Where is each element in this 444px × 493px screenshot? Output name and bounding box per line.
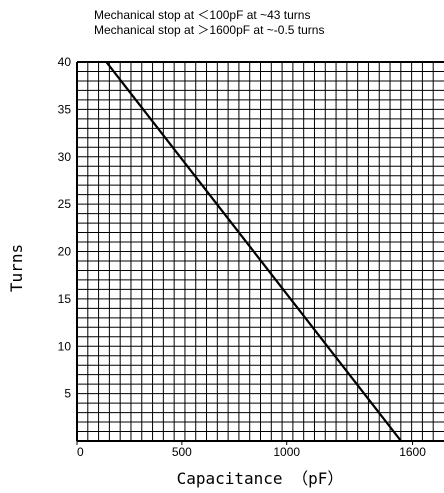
y-tick-label: 40 [58, 55, 72, 69]
x-tick-label: 1000 [273, 445, 300, 459]
y-axis-label: Turns [7, 244, 26, 292]
series [105, 61, 402, 442]
series-line [105, 61, 402, 442]
y-tick-label: 30 [58, 150, 72, 164]
y-tick-label: 20 [58, 245, 72, 259]
annotation-upper-stop: Mechanical stop at ＞1600pF at ~-0.5 turn… [94, 23, 324, 37]
y-tick-label: 10 [58, 339, 72, 353]
y-tick-label: 25 [58, 197, 72, 211]
x-axis-label: Capacitance （pF） [177, 469, 344, 488]
grid [77, 62, 444, 441]
y-tick-label: 5 [64, 387, 71, 401]
y-tick-label: 15 [58, 292, 72, 306]
y-tick-label: 35 [58, 102, 72, 116]
x-tick-label: 500 [172, 445, 192, 459]
x-tick-label: 1600 [399, 445, 426, 459]
tick-labels: 0 500 1000 1600 5 10 15 20 25 30 35 40 [58, 55, 427, 459]
x-tick-label: 0 [77, 445, 84, 459]
annotation-lower-stop: Mechanical stop at ＜100pF at ~43 turns [94, 8, 310, 22]
axes [76, 61, 444, 442]
